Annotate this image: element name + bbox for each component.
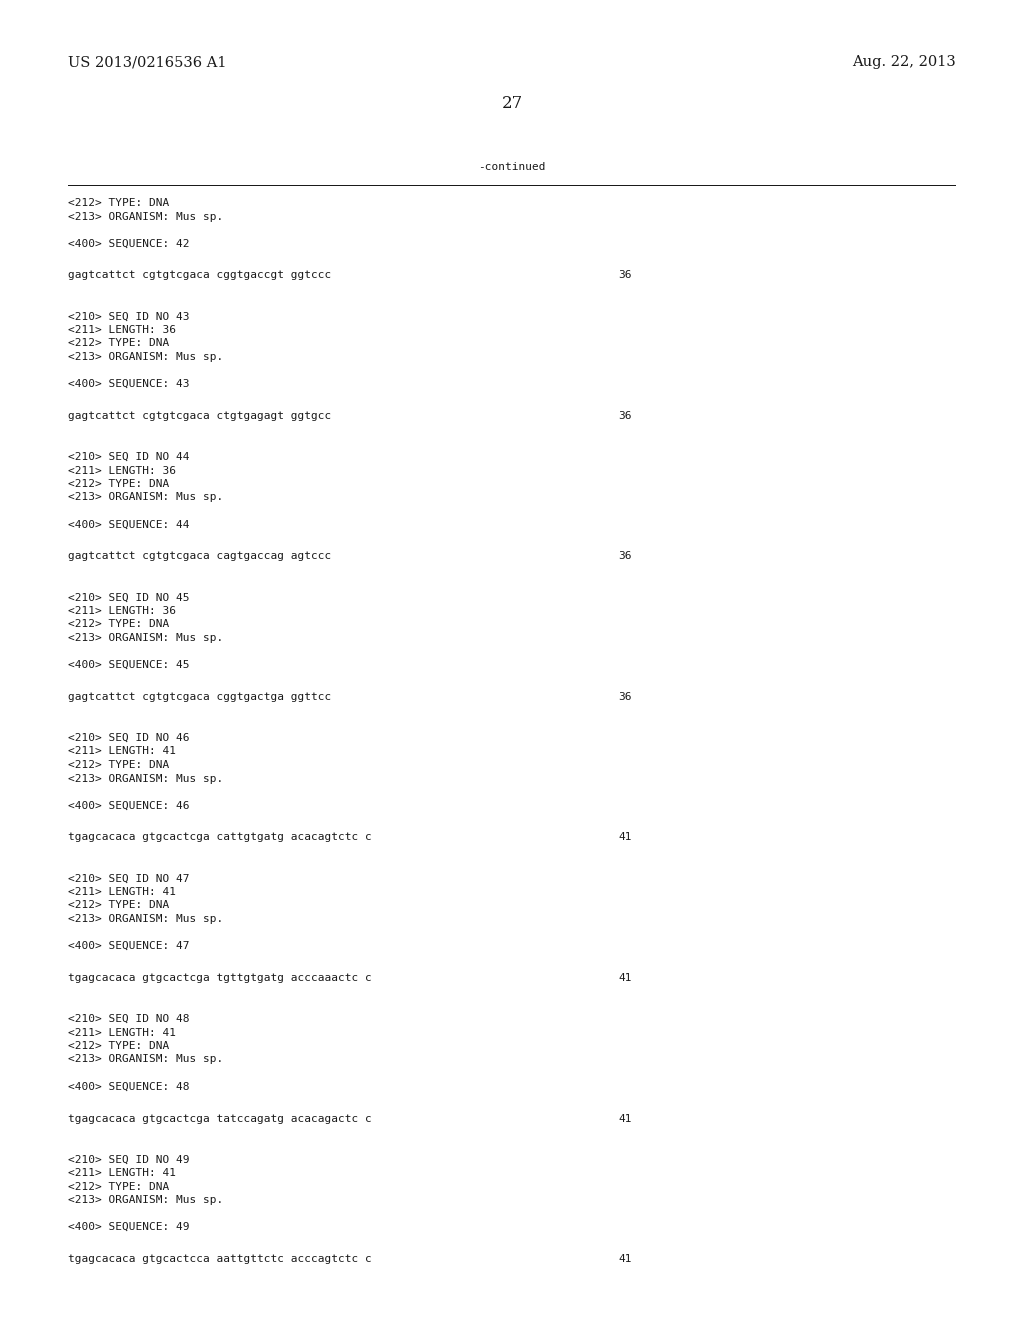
Text: <212> TYPE: DNA: <212> TYPE: DNA [68,760,169,770]
Text: gagtcattct cgtgtcgaca cggtgactga ggttcc: gagtcattct cgtgtcgaca cggtgactga ggttcc [68,692,331,702]
Text: tgagcacaca gtgcactcga tgttgtgatg acccaaactc c: tgagcacaca gtgcactcga tgttgtgatg acccaaa… [68,973,372,983]
Text: -continued: -continued [478,162,546,172]
Text: <212> TYPE: DNA: <212> TYPE: DNA [68,1041,169,1051]
Text: <213> ORGANISM: Mus sp.: <213> ORGANISM: Mus sp. [68,1055,223,1064]
Text: 41: 41 [618,973,632,983]
Text: <400> SEQUENCE: 45: <400> SEQUENCE: 45 [68,660,189,671]
Text: <213> ORGANISM: Mus sp.: <213> ORGANISM: Mus sp. [68,1195,223,1205]
Text: <211> LENGTH: 36: <211> LENGTH: 36 [68,325,176,335]
Text: <211> LENGTH: 41: <211> LENGTH: 41 [68,1168,176,1177]
Text: <213> ORGANISM: Mus sp.: <213> ORGANISM: Mus sp. [68,774,223,784]
Text: tgagcacaca gtgcactcca aattgttctc acccagtctc c: tgagcacaca gtgcactcca aattgttctc acccagt… [68,1254,372,1265]
Text: <212> TYPE: DNA: <212> TYPE: DNA [68,479,169,488]
Text: <211> LENGTH: 41: <211> LENGTH: 41 [68,747,176,756]
Text: <400> SEQUENCE: 49: <400> SEQUENCE: 49 [68,1222,189,1232]
Text: 41: 41 [618,1254,632,1265]
Text: <400> SEQUENCE: 44: <400> SEQUENCE: 44 [68,520,189,529]
Text: 36: 36 [618,692,632,702]
Text: <400> SEQUENCE: 47: <400> SEQUENCE: 47 [68,941,189,950]
Text: <212> TYPE: DNA: <212> TYPE: DNA [68,619,169,630]
Text: <211> LENGTH: 41: <211> LENGTH: 41 [68,1027,176,1038]
Text: <213> ORGANISM: Mus sp.: <213> ORGANISM: Mus sp. [68,492,223,503]
Text: <400> SEQUENCE: 42: <400> SEQUENCE: 42 [68,239,189,248]
Text: <211> LENGTH: 36: <211> LENGTH: 36 [68,466,176,475]
Text: <210> SEQ ID NO 46: <210> SEQ ID NO 46 [68,733,189,743]
Text: tgagcacaca gtgcactcga cattgtgatg acacagtctc c: tgagcacaca gtgcactcga cattgtgatg acacagt… [68,833,372,842]
Text: <212> TYPE: DNA: <212> TYPE: DNA [68,338,169,348]
Text: tgagcacaca gtgcactcga tatccagatg acacagactc c: tgagcacaca gtgcactcga tatccagatg acacaga… [68,1114,372,1123]
Text: <210> SEQ ID NO 45: <210> SEQ ID NO 45 [68,593,189,602]
Text: <213> ORGANISM: Mus sp.: <213> ORGANISM: Mus sp. [68,211,223,222]
Text: 36: 36 [618,552,632,561]
Text: gagtcattct cgtgtcgaca ctgtgagagt ggtgcc: gagtcattct cgtgtcgaca ctgtgagagt ggtgcc [68,411,331,421]
Text: <210> SEQ ID NO 43: <210> SEQ ID NO 43 [68,312,189,322]
Text: 27: 27 [502,95,522,112]
Text: <210> SEQ ID NO 44: <210> SEQ ID NO 44 [68,451,189,462]
Text: <213> ORGANISM: Mus sp.: <213> ORGANISM: Mus sp. [68,913,223,924]
Text: <211> LENGTH: 41: <211> LENGTH: 41 [68,887,176,898]
Text: <400> SEQUENCE: 46: <400> SEQUENCE: 46 [68,800,189,810]
Text: <212> TYPE: DNA: <212> TYPE: DNA [68,198,169,209]
Text: <400> SEQUENCE: 48: <400> SEQUENCE: 48 [68,1081,189,1092]
Text: <210> SEQ ID NO 49: <210> SEQ ID NO 49 [68,1155,189,1164]
Text: gagtcattct cgtgtcgaca cggtgaccgt ggtccc: gagtcattct cgtgtcgaca cggtgaccgt ggtccc [68,271,331,281]
Text: <213> ORGANISM: Mus sp.: <213> ORGANISM: Mus sp. [68,352,223,362]
Text: <400> SEQUENCE: 43: <400> SEQUENCE: 43 [68,379,189,389]
Text: <212> TYPE: DNA: <212> TYPE: DNA [68,900,169,911]
Text: 36: 36 [618,411,632,421]
Text: <213> ORGANISM: Mus sp.: <213> ORGANISM: Mus sp. [68,634,223,643]
Text: <210> SEQ ID NO 47: <210> SEQ ID NO 47 [68,874,189,883]
Text: Aug. 22, 2013: Aug. 22, 2013 [852,55,956,69]
Text: <212> TYPE: DNA: <212> TYPE: DNA [68,1181,169,1192]
Text: gagtcattct cgtgtcgaca cagtgaccag agtccc: gagtcattct cgtgtcgaca cagtgaccag agtccc [68,552,331,561]
Text: 41: 41 [618,833,632,842]
Text: <211> LENGTH: 36: <211> LENGTH: 36 [68,606,176,616]
Text: <210> SEQ ID NO 48: <210> SEQ ID NO 48 [68,1014,189,1024]
Text: US 2013/0216536 A1: US 2013/0216536 A1 [68,55,226,69]
Text: 41: 41 [618,1114,632,1123]
Text: 36: 36 [618,271,632,281]
